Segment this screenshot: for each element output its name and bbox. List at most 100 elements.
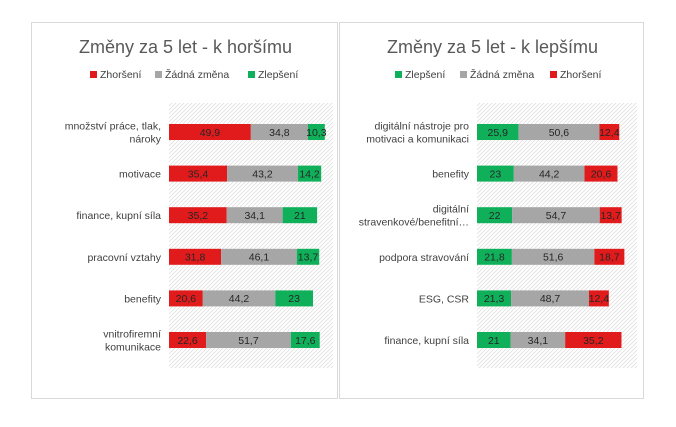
data-label: 23 (288, 293, 300, 305)
bar-zlepseni (477, 332, 511, 348)
category-label: motivace (119, 169, 161, 181)
bar-zlepseni (275, 290, 313, 307)
data-label: 35,4 (188, 168, 209, 180)
bar-zhorseni (594, 248, 625, 265)
bar-zadna-zmena (511, 248, 595, 265)
bar-zhorseni (169, 124, 251, 140)
category-label: digitální nástroje pro motivaci a komunik… (366, 121, 469, 146)
bar-zlepseni (307, 124, 325, 140)
data-label: 51,6 (543, 252, 564, 264)
chart-svg-0: Změny za 5 let - k horšímu Zhoršení Žádná … (65, 37, 333, 368)
bar-zlepseni (282, 207, 318, 224)
bar-zhorseni (169, 165, 228, 182)
bar-zlepseni (477, 165, 514, 182)
legend-swatch-zadna-zmena (155, 71, 162, 78)
data-label: 48,7 (540, 293, 561, 305)
category-label: benefity (432, 169, 470, 181)
bar-zhorseni (599, 207, 622, 224)
chart-svg-1: Změny za 5 let - k lepšímu Zlepšení Žádná … (359, 37, 637, 368)
data-label: 10,3 (306, 127, 327, 139)
legend-label-zadna-zmena: Žádná změna (165, 68, 229, 81)
category-label: digitální stravenkové/benefitní… (359, 204, 469, 229)
data-label: 50,6 (549, 127, 570, 139)
category-label: podpora stravování (379, 252, 469, 264)
legend-swatch-zlepseni (248, 71, 255, 78)
data-label: 44,2 (229, 293, 250, 305)
bar-zadna-zmena (221, 248, 297, 265)
data-label: 21,3 (484, 293, 505, 305)
bar-zlepseni (477, 207, 513, 224)
plot-area (477, 103, 637, 368)
legend-label-zlepseni: Zlepšení (258, 69, 298, 81)
bar-zadna-zmena (227, 165, 298, 182)
data-label: 20,6 (591, 168, 612, 180)
bar-zhorseni (169, 248, 222, 265)
legend-swatch-zhorseni (550, 71, 557, 78)
data-label: 31,8 (185, 252, 206, 264)
legend-label-zhorseni: Zhoršení (560, 69, 602, 81)
data-label: 13,7 (600, 210, 621, 222)
data-label: 21 (294, 210, 306, 222)
data-label: 43,2 (252, 168, 273, 180)
data-label: 34,1 (528, 335, 549, 347)
bar-zhorseni (589, 290, 609, 307)
bar-zhorseni (169, 207, 227, 224)
data-label: 13,7 (298, 252, 319, 264)
data-label: 12,4 (599, 127, 620, 139)
bar-zlepseni (297, 165, 322, 182)
data-label: 54,7 (546, 210, 567, 222)
bar-zhorseni (599, 124, 620, 140)
bar-zadna-zmena (511, 290, 589, 307)
category-label: pracovní vztahy (87, 252, 161, 264)
bar-zlepseni (477, 290, 512, 307)
bar-zlepseni (290, 332, 320, 348)
data-label: 34,1 (244, 210, 265, 222)
legend-label-zlepseni: Zlepšení (405, 69, 445, 81)
data-label: 35,2 (583, 335, 604, 347)
category-label: finance, kupní síla (384, 335, 469, 347)
data-label: 12,4 (589, 293, 610, 305)
chart-title: Změny za 5 let - k lepšímu (387, 37, 598, 57)
bar-zhorseni (169, 332, 207, 348)
chart-panel-worse: Změny za 5 let - k horšímu Zhoršení Žádná … (31, 22, 338, 399)
bar-zlepseni (477, 124, 519, 140)
data-label: 49,9 (200, 127, 221, 139)
bar-zadna-zmena (206, 332, 291, 348)
bar-zadna-zmena (512, 207, 600, 224)
category-label: finance, kupní síla (76, 210, 161, 222)
legend-label-zadna-zmena: Žádná změna (470, 68, 534, 81)
chart-title: Změny za 5 let - k horšímu (79, 37, 292, 57)
data-label: 51,7 (238, 335, 259, 347)
data-label: 22 (489, 210, 501, 222)
data-label: 14,2 (299, 168, 320, 180)
data-label: 21,8 (484, 252, 505, 264)
bar-zadna-zmena (510, 332, 566, 348)
bar-zlepseni (296, 248, 320, 265)
data-label: 34,8 (269, 127, 290, 139)
category-label: množství práce, tlak, nároky (65, 121, 162, 146)
data-label: 35,2 (188, 210, 209, 222)
bar-zadna-zmena (518, 124, 600, 140)
category-label: vnitrofiremní komunikace (103, 329, 161, 354)
legend-swatch-zlepseni (395, 71, 402, 78)
bar-zadna-zmena (513, 165, 585, 182)
data-label: 17,6 (295, 335, 316, 347)
bar-zhorseni (584, 165, 618, 182)
data-label: 23 (490, 168, 502, 180)
legend-label-zhorseni: Zhoršení (100, 69, 142, 81)
category-label: ESG, CSR (419, 293, 470, 305)
plot-area (169, 103, 333, 368)
legend-swatch-zadna-zmena (460, 71, 467, 78)
data-label: 20,6 (176, 293, 197, 305)
data-label: 44,2 (539, 168, 560, 180)
data-label: 22,6 (177, 335, 198, 347)
bar-zadna-zmena (202, 290, 276, 307)
bar-zlepseni (477, 248, 512, 265)
data-label: 25,9 (488, 127, 509, 139)
chart-panel-better: Změny za 5 let - k lepšímu Zlepšení Žádná … (339, 22, 644, 399)
legend-swatch-zhorseni (90, 71, 97, 78)
data-label: 18,7 (599, 252, 620, 264)
bar-zadna-zmena (226, 207, 283, 224)
category-label: benefity (124, 293, 162, 305)
data-label: 21 (488, 335, 500, 347)
